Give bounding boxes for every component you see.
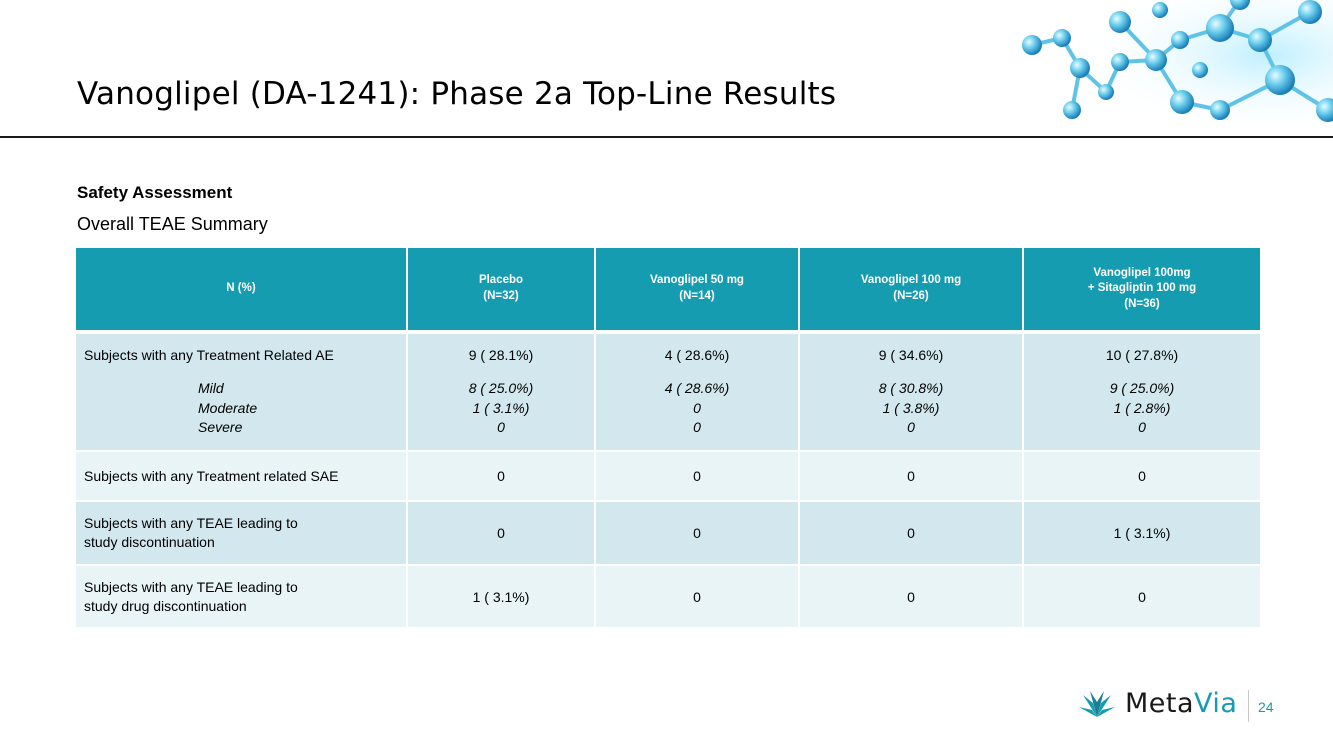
sub-label-mild: Mild — [198, 380, 224, 397]
brand-name-part1: Meta — [1125, 688, 1195, 719]
row-label: Subjects with any TEAE leading to study … — [76, 501, 408, 566]
molecule-graphic — [1010, 0, 1333, 137]
sub-label-moderate: Moderate — [198, 399, 258, 416]
cell-vanoglipel-100: 0 — [799, 565, 1024, 629]
teae-summary-table: N (%) Placebo (N=32) Vanoglipel 50 mg (N… — [76, 248, 1260, 629]
sub-label-severe: Severe — [198, 419, 243, 436]
cell-placebo: 0 — [407, 501, 596, 566]
cell-vanoglipel-100: 0 — [799, 501, 1024, 566]
table-row-study-discontinuation: Subjects with any TEAE leading to study … — [76, 501, 1260, 566]
brand-name-part2: Via — [1194, 688, 1238, 719]
header-placebo: Placebo (N=32) — [407, 248, 596, 334]
page-number: 24 — [1258, 699, 1274, 715]
title-divider — [0, 136, 1333, 138]
cell-vanoglipel-50: 4 ( 28.6%) 4 ( 28.6%) 0 0 — [595, 332, 800, 452]
header-vanoglipel-50: Vanoglipel 50 mg (N=14) — [595, 248, 800, 334]
section-heading: Safety Assessment — [77, 183, 233, 202]
cell-vanoglipel-sitagliptin: 1 ( 3.1%) — [1023, 501, 1260, 566]
cell-vanoglipel-50: 0 — [595, 501, 800, 566]
table-header-row: N (%) Placebo (N=32) Vanoglipel 50 mg (N… — [76, 248, 1260, 334]
cell-placebo: 1 ( 3.1%) — [407, 565, 596, 629]
cell-vanoglipel-50: 0 — [595, 565, 800, 629]
row-label: Subjects with any TEAE leading to study … — [76, 565, 408, 629]
header-vanoglipel-100: Vanoglipel 100 mg (N=26) — [799, 248, 1024, 334]
cell-vanoglipel-sitagliptin: 10 ( 27.8%) 9 ( 25.0%) 1 ( 2.8%) 0 — [1023, 332, 1260, 452]
cell-vanoglipel-sitagliptin: 0 — [1023, 451, 1260, 502]
cell-placebo: 9 ( 28.1%) 8 ( 25.0%) 1 ( 3.1%) 0 — [407, 332, 596, 452]
metavia-logo: MetaVia — [1079, 688, 1237, 719]
table-row-treatment-related-ae: Subjects with any Treatment Related AE M… — [76, 332, 1260, 452]
header-n-percent: N (%) — [76, 248, 408, 334]
cell-placebo: 0 — [407, 451, 596, 502]
slide-title: Vanoglipel (DA-1241): Phase 2a Top-Line … — [77, 76, 837, 112]
cell-vanoglipel-100: 9 ( 34.6%) 8 ( 30.8%) 1 ( 3.8%) 0 — [799, 332, 1024, 452]
row-label: Subjects with any Treatment Related AE M… — [76, 332, 408, 452]
metavia-leaf-icon — [1079, 690, 1115, 717]
logo-divider — [1248, 690, 1249, 722]
section-subheading: Overall TEAE Summary — [77, 214, 268, 234]
row-label: Subjects with any Treatment related SAE — [76, 451, 408, 502]
cell-vanoglipel-50: 0 — [595, 451, 800, 502]
header-vanoglipel-sitagliptin: Vanoglipel 100mg + Sitagliptin 100 mg (N… — [1023, 248, 1260, 334]
table-row-treatment-related-sae: Subjects with any Treatment related SAE … — [76, 451, 1260, 502]
table-row-study-drug-discontinuation: Subjects with any TEAE leading to study … — [76, 565, 1260, 629]
cell-vanoglipel-100: 0 — [799, 451, 1024, 502]
cell-vanoglipel-sitagliptin: 0 — [1023, 565, 1260, 629]
